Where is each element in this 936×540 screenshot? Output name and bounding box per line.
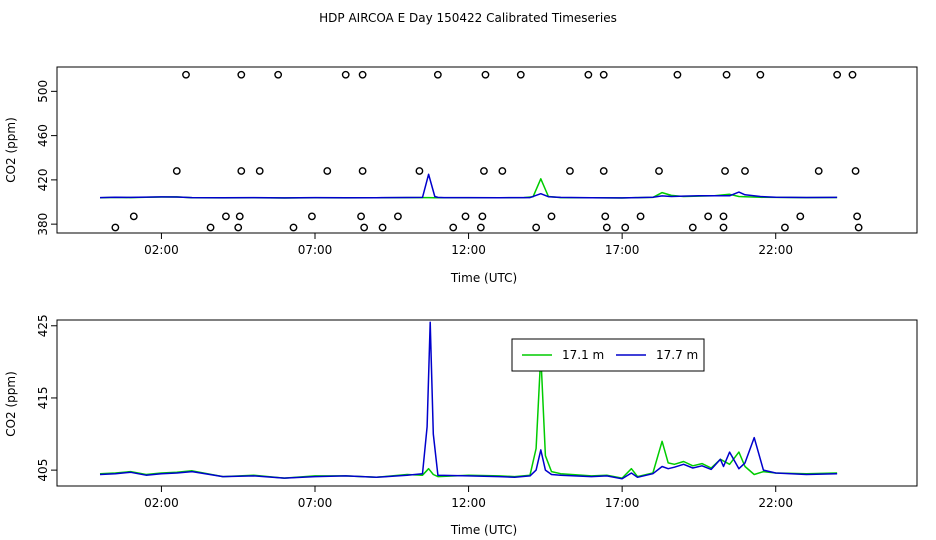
y-tick-label: 405 (36, 459, 50, 482)
data-point (516, 70, 525, 79)
y-axis-label: CO2 (ppm) (4, 117, 18, 183)
data-point (255, 167, 264, 175)
x-tick-label: 17:00 (605, 243, 640, 257)
x-tick-label: 22:00 (758, 496, 793, 510)
x-axis-label: Time (UTC) (450, 271, 517, 285)
data-point (222, 212, 230, 221)
data-point (621, 223, 630, 232)
series-line-17-7-m (99, 321, 838, 480)
data-point (756, 70, 765, 79)
data-point (848, 70, 857, 79)
data-point (547, 212, 556, 221)
data-point (814, 167, 823, 175)
y-axis: 380 420 460 500 (36, 80, 57, 236)
data-point (206, 223, 215, 232)
data-point (584, 70, 593, 79)
y-tick-label: 500 (36, 80, 50, 103)
data-point (234, 223, 243, 232)
data-point (704, 212, 713, 221)
x-tick-label: 07:00 (298, 243, 333, 257)
top-panel: 02:00 07:00 12:00 17:00 22:00 380 420 460 500 T… (4, 66, 918, 285)
x-tick-label: 12:00 (451, 496, 486, 510)
data-point (781, 223, 789, 232)
x-tick-label: 02:00 (144, 496, 179, 510)
plot-marks (99, 70, 863, 232)
y-axis: 405 415 425 (36, 314, 57, 482)
data-point (481, 70, 490, 79)
y-tick-label: 415 (36, 386, 50, 409)
data-point (415, 167, 424, 175)
x-axis: 02:00 07:00 12:00 17:00 22:00 (144, 486, 793, 510)
data-point (289, 223, 298, 232)
data-point (478, 212, 487, 221)
data-point (111, 223, 120, 232)
chart-title: HDP AIRCOA E Day 150422 Calibrated Times… (319, 11, 617, 25)
x-tick-label: 12:00 (451, 243, 486, 257)
data-point (480, 167, 488, 175)
data-point (308, 212, 316, 221)
data-point (476, 223, 485, 232)
plot-marks (99, 321, 838, 480)
data-point (566, 167, 574, 175)
data-point (851, 167, 860, 175)
data-point (532, 223, 541, 232)
data-point (449, 223, 458, 232)
data-point (433, 70, 442, 79)
series-line-blue (99, 173, 838, 199)
data-point (129, 212, 138, 221)
data-point (599, 167, 608, 175)
data-point (602, 223, 611, 232)
data-point (182, 70, 190, 79)
y-tick-label: 460 (36, 124, 50, 147)
x-tick-label: 17:00 (605, 496, 640, 510)
data-point (688, 223, 697, 232)
data-point (357, 212, 365, 221)
data-point (655, 167, 663, 175)
data-point (394, 212, 402, 221)
x-axis: 02:00 07:00 12:00 17:00 22:00 (144, 233, 793, 257)
data-point (358, 167, 367, 175)
data-point (599, 70, 608, 79)
data-point (719, 212, 728, 221)
bottom-panel: 02:00 07:00 12:00 17:00 22:00 405 415 425 Time… (4, 314, 918, 537)
data-point (378, 223, 387, 232)
data-point (323, 167, 332, 175)
y-tick-label: 380 (36, 213, 50, 236)
data-point (341, 70, 350, 79)
plot-area-frame (56, 319, 918, 487)
data-point (274, 70, 283, 79)
data-point (833, 70, 842, 79)
data-point (721, 167, 729, 175)
data-point (854, 223, 863, 232)
data-point (237, 167, 246, 175)
x-tick-label: 02:00 (144, 243, 179, 257)
data-point (673, 70, 682, 79)
y-tick-label: 420 (36, 168, 50, 191)
data-point (719, 223, 728, 232)
data-point (235, 212, 244, 221)
data-point (796, 212, 805, 221)
legend: 17.1 m 17.7 m (511, 338, 705, 372)
data-point (461, 212, 470, 221)
data-point (237, 70, 246, 79)
data-point (741, 167, 749, 175)
legend-label-17-1m: 17.1 m (562, 348, 604, 362)
data-point (722, 70, 731, 79)
x-axis-label: Time (UTC) (450, 523, 517, 537)
x-tick-label: 22:00 (758, 243, 793, 257)
y-tick-label: 425 (36, 314, 50, 337)
data-point (498, 167, 507, 175)
legend-label-17-7m: 17.7 m (656, 348, 698, 362)
y-axis-label: CO2 (ppm) (4, 371, 18, 437)
data-point (601, 212, 610, 221)
x-tick-label: 07:00 (298, 496, 333, 510)
data-point (360, 223, 369, 232)
data-point (636, 212, 645, 221)
data-point (358, 70, 367, 79)
data-point (172, 167, 181, 175)
plot-area-frame (56, 66, 918, 234)
data-point (853, 212, 862, 221)
